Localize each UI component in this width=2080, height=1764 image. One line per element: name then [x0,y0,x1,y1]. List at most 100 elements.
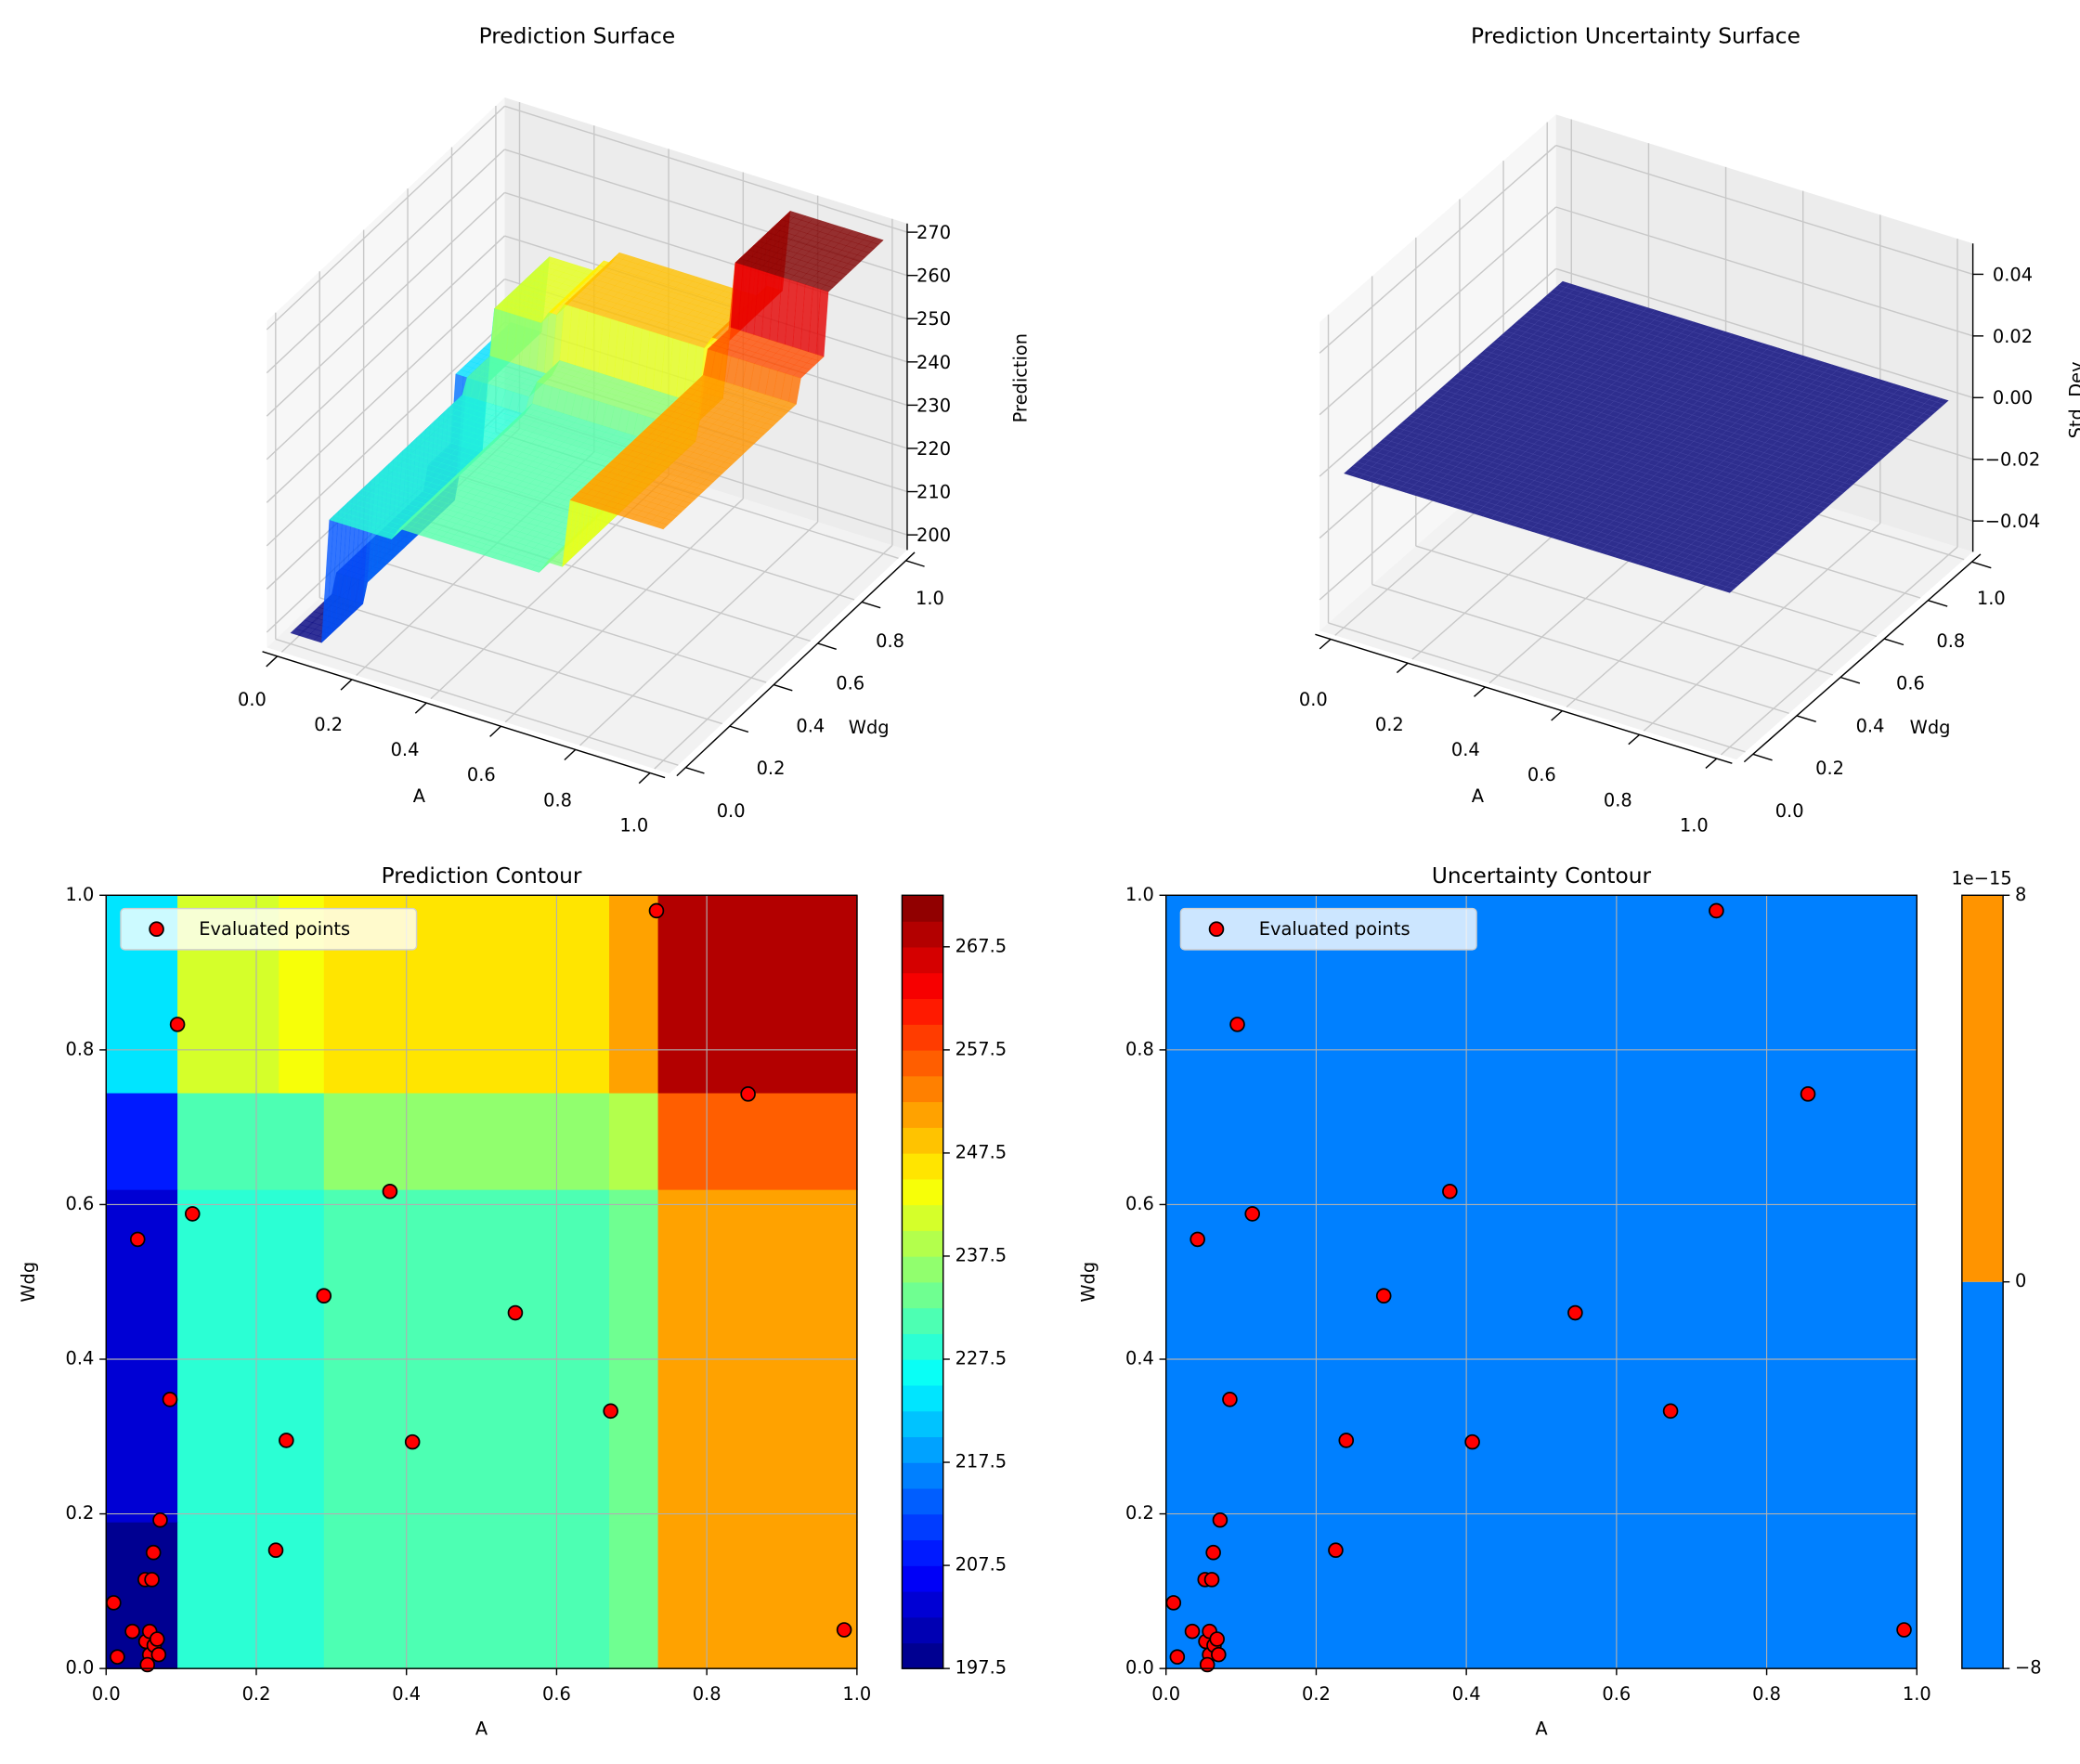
surface-mesh-line [1488,346,1875,467]
a-axis-line [1315,633,1733,764]
contour-region [1165,895,1918,1669]
contour-region [323,1092,610,1190]
evaluated-point [162,1392,178,1407]
colorbar-band [902,1410,943,1437]
colorbar-band [902,1204,943,1231]
z-tick-label: 250 [916,308,951,330]
evaluated-point [1199,1656,1216,1673]
colorbar-band [902,1049,943,1077]
wdg-tick-label: 0.0 [717,800,746,822]
surface-mesh-line [1621,367,1841,560]
contour-region [609,1521,659,1669]
wdg-axis-label: Wdg [849,717,890,738]
contour-region [279,1092,325,1190]
wdg-tick [905,560,925,567]
evaluated-point [1567,1304,1583,1321]
surface-mesh-line [1683,385,1903,579]
contour-region [657,895,858,1094]
grid-line [266,321,505,547]
z-tick-label: 0.00 [1993,387,2033,409]
colorbar-band [902,1281,943,1309]
a-tick-label: 0.2 [314,714,343,735]
grid-line [1555,206,1973,337]
colorbar-offset-label: 1e−15 [1951,868,2011,889]
colorbar-band [902,1333,943,1360]
surface-mesh-line [1659,379,1879,572]
colorbar-band [902,921,943,948]
evaluated-point [603,1403,618,1420]
x-tick-label: 1.0 [842,1683,871,1705]
colorbar-tick-label: 237.5 [956,1244,1008,1265]
colorbar-band [902,1462,943,1489]
colorbar-frame [901,894,944,1669]
contour-region [609,895,659,1094]
grid-line [654,544,893,770]
plot-title: Prediction Surface [479,24,676,49]
wdg-tick-label: 0.2 [1815,758,1844,779]
wdg-tick-label: 0.4 [1856,715,1885,736]
evaluated-point [169,1017,186,1032]
evaluated-point [1375,1288,1392,1304]
z-tick-label: −0.02 [1985,449,2040,471]
contour-region [106,1092,178,1190]
x-tick-label: 0.8 [693,1683,722,1705]
x-tick-label: 0.0 [92,1683,121,1705]
legend-box [120,907,418,951]
colorbar-band [902,1178,943,1206]
surface-mesh-line [1544,343,1764,537]
colorbar-band [902,1255,943,1283]
surface-mesh-line [1582,355,1802,548]
contour-region [323,1188,610,1523]
uncertainty-contour-plot: 0.0 0.0 0.2 0.2 0.4 0.4 0.6 0.6 0.8 0.8 1.0 1.0 Eval… [1077,863,2041,1740]
grid-line [1319,145,1557,354]
y-tick-label: 1.0 [1125,884,1154,905]
grid-line [579,521,819,746]
colorbar-band [902,1127,943,1154]
surface-mesh-line [1598,359,1818,553]
a-tick-label: 0.0 [1299,689,1328,710]
surface-mesh-line [1528,311,1914,432]
x-tick-label: 0.4 [392,1683,421,1705]
surface-mesh-line [1629,369,1849,563]
evaluated-point [1205,1544,1221,1561]
y-tick-label: 0.6 [66,1193,95,1214]
a-tick [340,679,353,691]
colorbar-band [1961,895,2004,1282]
x-tick-label: 0.6 [1602,1683,1631,1705]
grid-line [275,638,679,766]
surface-mesh-line [1540,300,1928,421]
surface-mesh-line [1497,338,1883,459]
colorbar-tick-label: 257.5 [956,1038,1008,1059]
wdg-tick-label: 1.0 [916,588,944,609]
colorbar-band [902,1307,943,1334]
surface-mesh-line [1559,347,1779,541]
evaluated-point [124,1623,140,1640]
surface-mesh-line [1510,327,1897,447]
contour-region [657,1521,858,1669]
surface-mesh-line [1552,345,1772,538]
a-tick-label: 0.6 [1528,764,1556,785]
evaluated-point [152,1511,168,1528]
a-tick [1396,662,1409,674]
wdg-tick-label: 0.2 [757,758,786,779]
y-tick-label: 0.2 [66,1502,95,1524]
surface-mesh-line [1606,362,1826,555]
grid-line [1319,206,1557,416]
a-tick-label: 1.0 [619,815,648,837]
a-tick-label: 0.8 [543,789,572,811]
x-tick-label: 0.2 [1302,1683,1331,1705]
plot-title: Uncertainty Contour [1432,863,1652,888]
wdg-axis-line [1743,553,1982,763]
grid-line [1328,622,1746,753]
surface-mesh-line [1536,304,1923,424]
colorbar-band [902,1590,943,1618]
left-wall-pane [266,97,505,648]
surface-mesh-line [1675,383,1895,577]
evaluated-point [150,1646,167,1663]
x-axis-label: A [1535,1718,1548,1739]
y-axis-label: Wdg [18,1262,39,1303]
evaluated-point [1169,1649,1186,1665]
grid-line [266,191,505,417]
evaluated-point [139,1656,156,1673]
